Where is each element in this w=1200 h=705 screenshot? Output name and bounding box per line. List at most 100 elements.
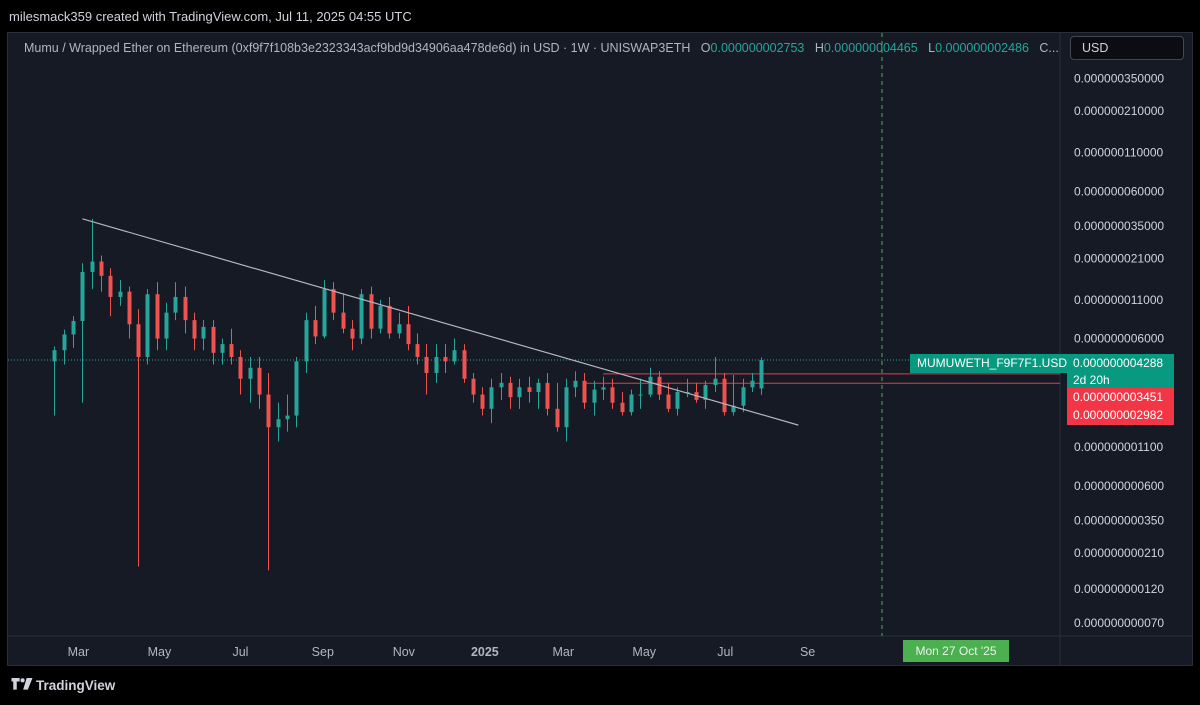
top-bar: milesmack359 created with TradingView.co…	[0, 0, 1200, 36]
candle-body	[555, 408, 560, 428]
time-tick-label: May	[632, 645, 656, 659]
candle-body	[90, 261, 95, 272]
close-label: C...	[1039, 41, 1059, 55]
currency-button[interactable]: USD	[1070, 36, 1184, 60]
candle-body	[424, 356, 429, 374]
candle-body	[685, 392, 690, 394]
candle-body	[527, 387, 532, 393]
price-tick-label: 0.000000000350	[1074, 513, 1164, 527]
candle-body	[331, 289, 336, 313]
crosshair-date-tag: Mon 27 Oct '25	[903, 640, 1009, 662]
time-tick-label: Jul	[232, 645, 248, 659]
candle-body	[434, 356, 439, 374]
candle-body	[471, 378, 476, 395]
candle-body	[136, 324, 141, 357]
candle-body	[741, 387, 746, 406]
symbol-legend: Mumu / Wrapped Ether on Ethereum (0xf9f7…	[24, 41, 1069, 55]
candle-body	[406, 324, 411, 345]
candle-body	[387, 305, 392, 334]
candle-body	[52, 350, 57, 362]
high-value: 0.000000004465	[823, 41, 918, 55]
candle-body	[675, 392, 680, 409]
candle-body	[489, 387, 494, 409]
candle-body	[582, 380, 587, 403]
candle-body	[350, 328, 355, 339]
price-tick-label: 0.000000011000	[1074, 293, 1164, 307]
candle-body	[731, 405, 736, 413]
candle-body	[517, 387, 522, 398]
candle-body	[201, 326, 206, 339]
candle-body	[62, 334, 67, 351]
candle-body	[173, 296, 178, 313]
candle-body	[285, 415, 290, 420]
candle-body	[508, 382, 513, 398]
price-tick-label: 0.000000000070	[1074, 616, 1164, 630]
high-label: H	[814, 41, 824, 55]
candle-body	[462, 350, 467, 379]
trend-line[interactable]	[82, 218, 799, 426]
candle-body	[248, 367, 253, 379]
candle-body	[397, 324, 402, 334]
candle-body	[499, 382, 504, 388]
candle-body	[127, 291, 132, 325]
candle-body	[238, 356, 243, 379]
time-tick-label: 2025	[471, 645, 499, 659]
candle-body	[369, 294, 374, 329]
candle-body	[276, 419, 281, 428]
bottom-bar: TradingView	[0, 666, 1200, 705]
candle-body	[155, 294, 160, 339]
candle-body	[601, 387, 606, 390]
candle-body	[638, 394, 643, 396]
symbol-tag: MUMUWETH_F9F7F1.USD	[910, 354, 1068, 373]
candle-body	[192, 320, 197, 339]
price-tick-label: 0.000000000120	[1074, 582, 1164, 596]
time-tick-label: Jul	[717, 645, 733, 659]
candle-body	[629, 394, 634, 413]
price-tick-label: 0.000000006000	[1074, 332, 1164, 346]
candle-body	[341, 312, 346, 329]
candle-body	[452, 350, 457, 362]
open-label: O	[700, 41, 711, 55]
candle-body	[183, 296, 188, 321]
time-tick-label: Mar	[68, 645, 90, 659]
low-value: 0.000000002486	[935, 41, 1029, 55]
candle-body	[220, 344, 225, 353]
price-tick-label: 0.000000001100	[1074, 440, 1164, 454]
price-chart[interactable]: 0.000000350000 0.000000210000 0.0000001100…	[8, 33, 1193, 666]
level-tag-2: 0.000000002982	[1067, 406, 1174, 425]
chart-panel[interactable]: 0.000000350000 0.000000210000 0.0000001100…	[7, 32, 1193, 666]
candle-body	[229, 344, 234, 357]
low-label: L	[928, 41, 936, 55]
candle-body	[322, 289, 327, 337]
candle-body	[648, 376, 653, 395]
time-tick-label: Nov	[393, 645, 416, 659]
price-tick-label: 0.000000060000	[1074, 184, 1164, 198]
candle-body	[294, 361, 299, 416]
price-tick-label: 0.000000000210	[1074, 546, 1164, 560]
candle-body	[359, 294, 364, 339]
candle-body	[722, 378, 727, 413]
time-tick-label: May	[148, 645, 172, 659]
candle-body	[378, 305, 383, 329]
brand-name: TradingView	[36, 678, 116, 693]
candle-body	[99, 261, 104, 276]
candle-body	[759, 360, 764, 389]
candle-body	[211, 326, 216, 353]
candle-body	[164, 312, 169, 339]
candle-body	[313, 320, 318, 337]
candle-body	[564, 387, 569, 428]
price-tick-label: 0.000000000600	[1074, 479, 1164, 493]
candle-body	[620, 402, 625, 413]
candle-body	[703, 385, 708, 400]
level-tag-1: 0.000000003451	[1067, 388, 1174, 407]
candle-body	[573, 380, 578, 388]
price-tick-label: 0.000000110000	[1074, 146, 1164, 160]
candle-body	[713, 378, 718, 386]
candle-body	[536, 382, 541, 393]
candle-body	[118, 291, 123, 297]
candle-body	[750, 380, 755, 388]
candle-body	[610, 387, 615, 403]
open-value: 0.000000002753	[710, 41, 805, 55]
countdown-tag: 2d 20h	[1067, 371, 1174, 390]
candle-body	[108, 275, 113, 297]
